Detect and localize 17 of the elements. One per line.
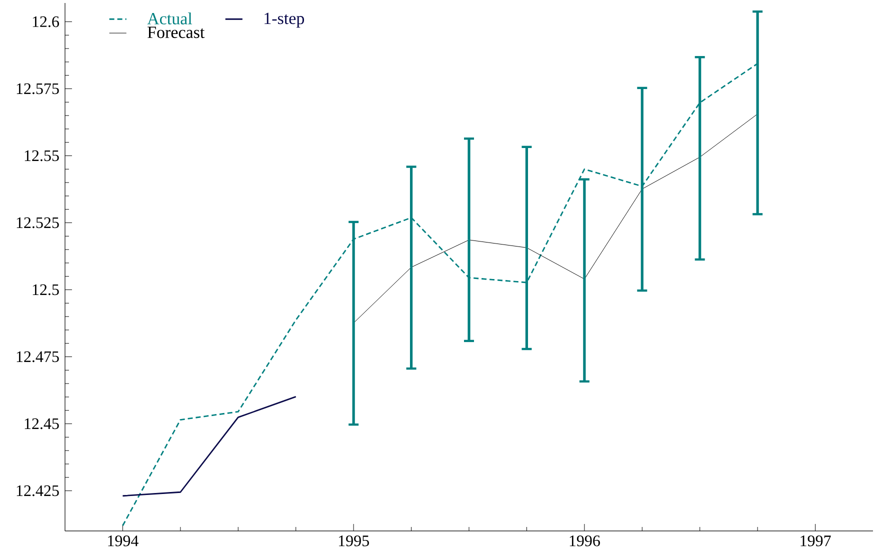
y-tick-label: 12.475 bbox=[16, 351, 59, 362]
y-tick-label: 12.45 bbox=[24, 418, 59, 430]
x-tick-label: 1996 bbox=[570, 536, 600, 546]
line-series bbox=[353, 114, 758, 324]
legend-label: Forecast bbox=[148, 26, 205, 38]
legend-label: Actual bbox=[147, 12, 192, 24]
x-tick-label: 1995 bbox=[338, 536, 369, 546]
y-tick-label: 12.55 bbox=[24, 150, 59, 162]
y-tick-label: 12.525 bbox=[16, 217, 59, 228]
line-series bbox=[122, 396, 297, 497]
y-tick-label: 12.575 bbox=[16, 83, 59, 94]
x-tick-label: 1997 bbox=[800, 536, 831, 546]
x-tick-label: 1994 bbox=[108, 536, 138, 546]
legend-label: 1-step bbox=[264, 12, 304, 28]
y-tick-label: 12.5 bbox=[32, 284, 59, 296]
y-tick-label: 12.425 bbox=[16, 485, 59, 496]
y-tick-label: 12.6 bbox=[32, 16, 60, 28]
